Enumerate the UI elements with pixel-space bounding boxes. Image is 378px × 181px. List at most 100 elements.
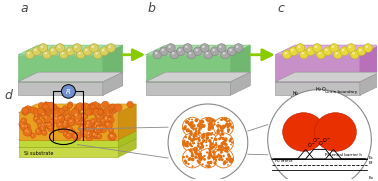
Circle shape — [189, 142, 192, 144]
Circle shape — [42, 130, 47, 136]
Circle shape — [67, 115, 68, 116]
Circle shape — [40, 125, 45, 131]
Circle shape — [188, 143, 191, 146]
Circle shape — [222, 130, 223, 132]
Circle shape — [84, 104, 91, 112]
Circle shape — [228, 122, 232, 126]
Circle shape — [215, 158, 217, 161]
Circle shape — [231, 126, 234, 129]
Circle shape — [95, 130, 96, 131]
Circle shape — [81, 103, 89, 111]
Circle shape — [90, 104, 95, 109]
Circle shape — [226, 124, 230, 127]
Circle shape — [214, 117, 234, 137]
Circle shape — [82, 115, 83, 116]
Circle shape — [33, 108, 40, 115]
Circle shape — [209, 161, 212, 164]
Circle shape — [65, 133, 72, 139]
Circle shape — [189, 144, 192, 147]
Circle shape — [71, 109, 79, 116]
Circle shape — [210, 147, 212, 149]
Circle shape — [296, 44, 305, 52]
Circle shape — [43, 108, 51, 115]
Circle shape — [81, 113, 88, 119]
Circle shape — [221, 118, 224, 120]
Text: Ef: Ef — [368, 161, 372, 165]
Circle shape — [212, 156, 215, 159]
Circle shape — [217, 145, 222, 148]
Circle shape — [53, 109, 61, 116]
Circle shape — [75, 115, 77, 117]
Circle shape — [230, 144, 232, 145]
Polygon shape — [275, 72, 378, 82]
Circle shape — [208, 157, 210, 159]
Polygon shape — [360, 45, 378, 82]
Circle shape — [217, 129, 220, 132]
Circle shape — [214, 138, 218, 141]
Circle shape — [191, 158, 195, 161]
Circle shape — [282, 50, 291, 59]
Circle shape — [183, 44, 192, 52]
Circle shape — [230, 158, 234, 161]
Circle shape — [28, 52, 30, 54]
Circle shape — [206, 151, 208, 154]
Circle shape — [191, 121, 194, 123]
Circle shape — [78, 52, 81, 54]
Circle shape — [220, 142, 224, 145]
Polygon shape — [146, 82, 230, 95]
Circle shape — [197, 131, 201, 134]
Circle shape — [217, 153, 220, 156]
Circle shape — [200, 142, 203, 145]
Circle shape — [227, 128, 230, 131]
Circle shape — [201, 146, 204, 149]
Circle shape — [195, 138, 197, 140]
Circle shape — [23, 128, 32, 136]
Circle shape — [51, 49, 54, 51]
Circle shape — [226, 161, 228, 163]
Ellipse shape — [283, 113, 324, 151]
Circle shape — [226, 151, 229, 153]
Circle shape — [192, 128, 195, 130]
Circle shape — [199, 123, 201, 125]
Circle shape — [208, 125, 212, 129]
Circle shape — [298, 46, 300, 48]
Circle shape — [95, 103, 101, 109]
Circle shape — [75, 134, 77, 136]
Circle shape — [37, 123, 44, 129]
Circle shape — [198, 157, 202, 160]
Circle shape — [210, 119, 212, 121]
Circle shape — [93, 109, 99, 115]
Circle shape — [186, 155, 189, 158]
Circle shape — [92, 120, 94, 122]
Circle shape — [56, 115, 57, 116]
Circle shape — [208, 156, 211, 159]
Circle shape — [95, 52, 98, 54]
Circle shape — [185, 142, 189, 145]
Circle shape — [94, 125, 96, 127]
Circle shape — [199, 153, 202, 156]
Circle shape — [220, 151, 223, 154]
Circle shape — [220, 148, 223, 151]
Circle shape — [189, 52, 191, 54]
Text: O$^-$: O$^-$ — [307, 141, 316, 150]
Circle shape — [34, 112, 40, 118]
Circle shape — [198, 161, 200, 163]
Circle shape — [96, 125, 102, 131]
Circle shape — [340, 47, 349, 56]
Circle shape — [210, 163, 212, 164]
Circle shape — [183, 117, 202, 137]
Circle shape — [96, 107, 103, 114]
Circle shape — [217, 44, 226, 52]
Circle shape — [88, 136, 89, 137]
Circle shape — [215, 142, 217, 144]
Polygon shape — [275, 82, 360, 95]
Circle shape — [291, 49, 294, 51]
Circle shape — [82, 130, 90, 137]
Text: Potential barrier h: Potential barrier h — [325, 153, 363, 157]
Circle shape — [85, 109, 91, 115]
Circle shape — [201, 136, 204, 139]
Circle shape — [95, 113, 100, 118]
Circle shape — [313, 44, 322, 52]
Circle shape — [218, 159, 220, 160]
Circle shape — [88, 132, 90, 134]
